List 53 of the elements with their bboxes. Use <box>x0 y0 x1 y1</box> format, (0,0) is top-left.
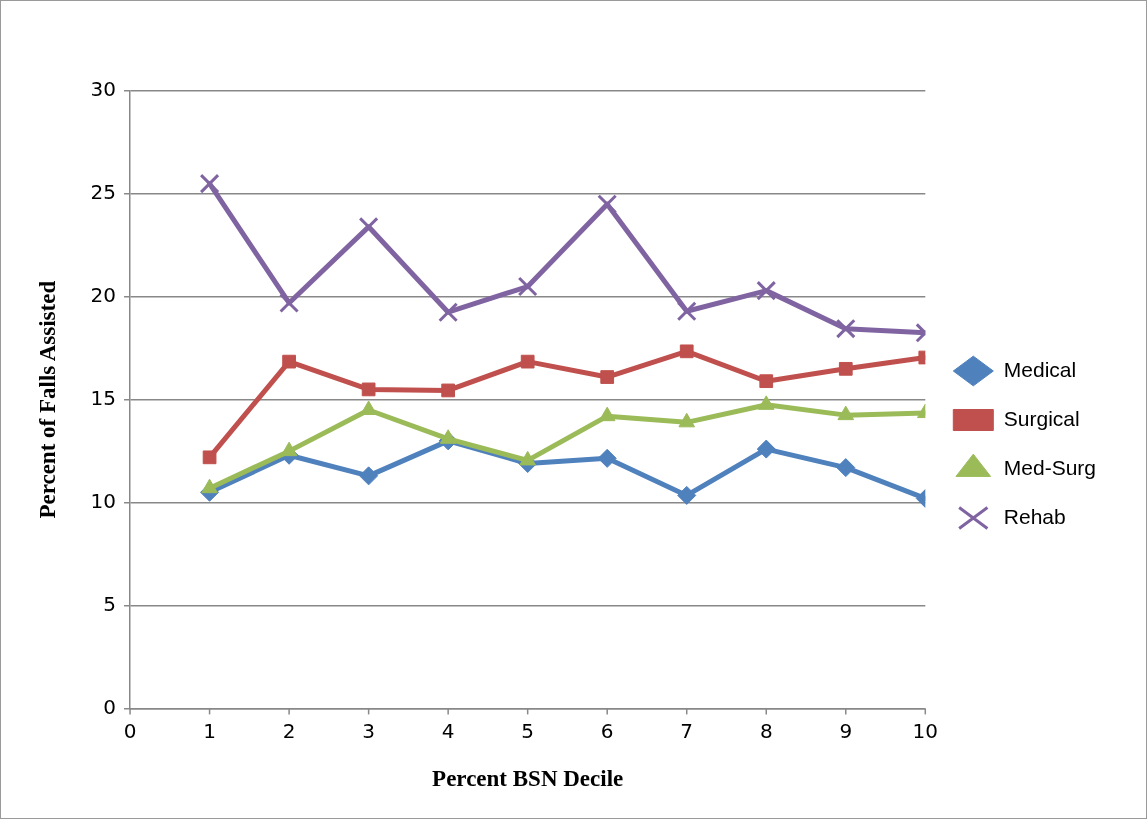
point <box>202 450 217 465</box>
y-tick-label: 10 <box>90 488 117 513</box>
point <box>838 361 853 376</box>
point <box>359 466 379 486</box>
point <box>201 478 218 494</box>
point <box>835 318 856 339</box>
x-axis-title: Percent BSN Decile <box>432 766 624 792</box>
x-tick-label: 9 <box>839 718 853 743</box>
y-tick-label: 15 <box>90 385 117 410</box>
point <box>757 395 775 410</box>
x-tick-label: 3 <box>362 718 375 743</box>
point <box>360 400 377 415</box>
point <box>759 374 774 389</box>
point <box>199 173 220 194</box>
point <box>279 292 300 313</box>
point <box>756 439 776 459</box>
point <box>836 458 856 478</box>
x-tick-label: 10 <box>912 718 939 743</box>
legend-label: Surgical <box>1003 406 1080 430</box>
point <box>438 302 459 323</box>
x-tick-label: 5 <box>521 718 535 743</box>
x-tick-label: 0 <box>123 718 137 743</box>
point <box>677 485 697 505</box>
point <box>597 448 617 468</box>
y-tick-label: 5 <box>103 591 117 616</box>
point <box>517 276 538 297</box>
y-tick-label: 20 <box>90 283 117 307</box>
y-tick-label: 0 <box>103 694 117 719</box>
legend-label: Medical <box>1003 357 1077 381</box>
point <box>676 301 697 322</box>
x-tick-label: 7 <box>680 718 694 743</box>
point <box>597 194 618 215</box>
x-tick-label: 2 <box>282 718 296 743</box>
point <box>837 405 855 421</box>
point <box>679 344 694 359</box>
point <box>439 429 457 444</box>
point <box>282 354 296 369</box>
y-tick-label: 25 <box>90 180 117 205</box>
y-axis-title: Percent of Falls Assisted <box>34 280 60 519</box>
x-tick-label: 6 <box>600 718 614 743</box>
legend-label: Rehab <box>1003 504 1066 528</box>
point <box>678 412 696 428</box>
x-tick-label: 4 <box>441 718 455 743</box>
x-tick-label: 1 <box>203 718 216 743</box>
point <box>361 382 376 397</box>
point <box>441 383 456 398</box>
x-tick-label: 8 <box>759 718 773 743</box>
point <box>520 354 535 369</box>
point <box>756 280 777 301</box>
point <box>519 450 536 466</box>
legend-label: Med-Surg <box>1003 455 1096 479</box>
point <box>600 370 615 384</box>
y-tick-label: 30 <box>90 77 117 102</box>
